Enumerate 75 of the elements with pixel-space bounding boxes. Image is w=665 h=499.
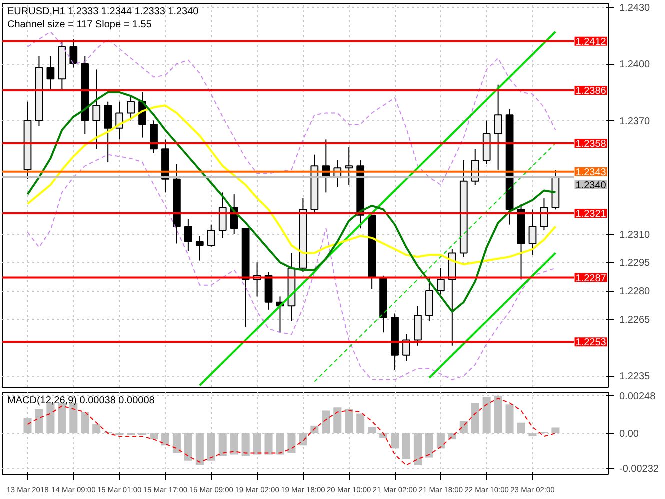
candlestick xyxy=(127,96,135,122)
bar xyxy=(207,434,216,461)
candlestick xyxy=(104,101,112,163)
ref-line-label: 1.2321 xyxy=(576,208,607,220)
bar xyxy=(288,434,296,454)
line-series xyxy=(27,31,556,186)
bar xyxy=(242,434,250,456)
bar xyxy=(230,434,238,455)
ref-line-label: 1.2343 xyxy=(576,167,607,178)
bar xyxy=(81,412,90,434)
bar xyxy=(35,409,44,434)
bar xyxy=(310,426,319,434)
chart-title: EURUSD,H1 1.2333 1.2344 1.2333 1.2340 xyxy=(8,6,200,18)
bar xyxy=(552,428,560,434)
ref-line-label: 1.2287 xyxy=(576,273,607,284)
bar xyxy=(391,434,400,449)
line-series xyxy=(27,154,556,380)
y-tick-label: 1.2265 xyxy=(620,314,651,326)
candlestick xyxy=(528,209,537,256)
candlestick xyxy=(92,69,101,150)
bar xyxy=(218,434,227,456)
y-tick-label: 1.2235 xyxy=(620,372,651,383)
y-tick-label: 0.00 xyxy=(620,429,640,440)
bar xyxy=(299,434,308,446)
bar xyxy=(425,434,434,458)
y-tick-label: 1.2310 xyxy=(620,230,651,241)
bar xyxy=(322,410,330,434)
candlestick xyxy=(345,146,354,186)
bar xyxy=(517,422,526,434)
bar xyxy=(380,434,388,438)
bar xyxy=(253,434,262,455)
bar xyxy=(402,434,411,460)
line-series xyxy=(198,30,557,387)
ref-line-label: 1.2340 xyxy=(576,180,607,192)
candlestick xyxy=(436,268,445,296)
text: Channel size = 117 Slope = 1.55 xyxy=(8,20,152,30)
bar xyxy=(471,403,480,434)
y-tick-label: 0.00248 xyxy=(620,391,656,402)
y-tick-label: 1.2400 xyxy=(620,60,651,71)
line-series xyxy=(314,142,556,382)
bar xyxy=(414,434,422,466)
candlestick xyxy=(207,224,216,248)
bar xyxy=(506,404,514,434)
candlestick xyxy=(494,84,502,170)
bar xyxy=(92,424,101,434)
y-tick-label: 1.2430 xyxy=(620,2,651,14)
line-series xyxy=(428,252,557,380)
bar xyxy=(368,427,376,434)
ref-line-label: 1.2412 xyxy=(576,36,607,48)
candlestick xyxy=(46,56,55,92)
y-tick-label: -0.00232 xyxy=(620,464,660,476)
ref-line-label: 1.2386 xyxy=(576,86,607,98)
candlestick xyxy=(196,236,204,262)
bar xyxy=(460,421,468,434)
y-tick-label: 1.2370 xyxy=(620,116,651,128)
y-tick-label: 1.2280 xyxy=(620,286,651,298)
candlestick xyxy=(218,192,227,239)
bar xyxy=(334,408,342,434)
bar xyxy=(150,434,158,440)
bar xyxy=(345,409,354,434)
ref-line-label: 1.2253 xyxy=(576,338,607,349)
ref-line-label: 1.2358 xyxy=(576,138,607,150)
bar xyxy=(161,434,170,446)
bar xyxy=(264,434,273,455)
bar xyxy=(172,434,181,454)
y-tick-label: 1.2295 xyxy=(620,258,651,270)
bar xyxy=(356,414,365,434)
bar xyxy=(276,434,284,455)
chart-title: MACD(12,26,9) 0.00038 0.00008 xyxy=(8,396,156,406)
bar xyxy=(436,434,445,449)
candlestick xyxy=(70,38,78,68)
bar xyxy=(184,434,192,461)
candlestick xyxy=(184,218,192,252)
line-series xyxy=(26,104,557,266)
bar xyxy=(196,434,204,466)
